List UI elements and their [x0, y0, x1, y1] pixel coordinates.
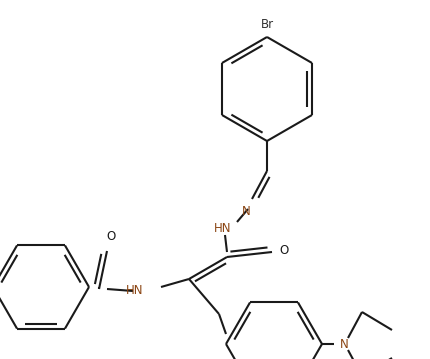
Text: HN: HN — [126, 284, 143, 298]
Text: N: N — [242, 205, 250, 218]
Text: HN: HN — [214, 223, 232, 236]
Text: O: O — [279, 243, 288, 256]
Text: N: N — [340, 337, 349, 350]
Text: O: O — [106, 230, 116, 243]
Text: Br: Br — [261, 18, 273, 31]
